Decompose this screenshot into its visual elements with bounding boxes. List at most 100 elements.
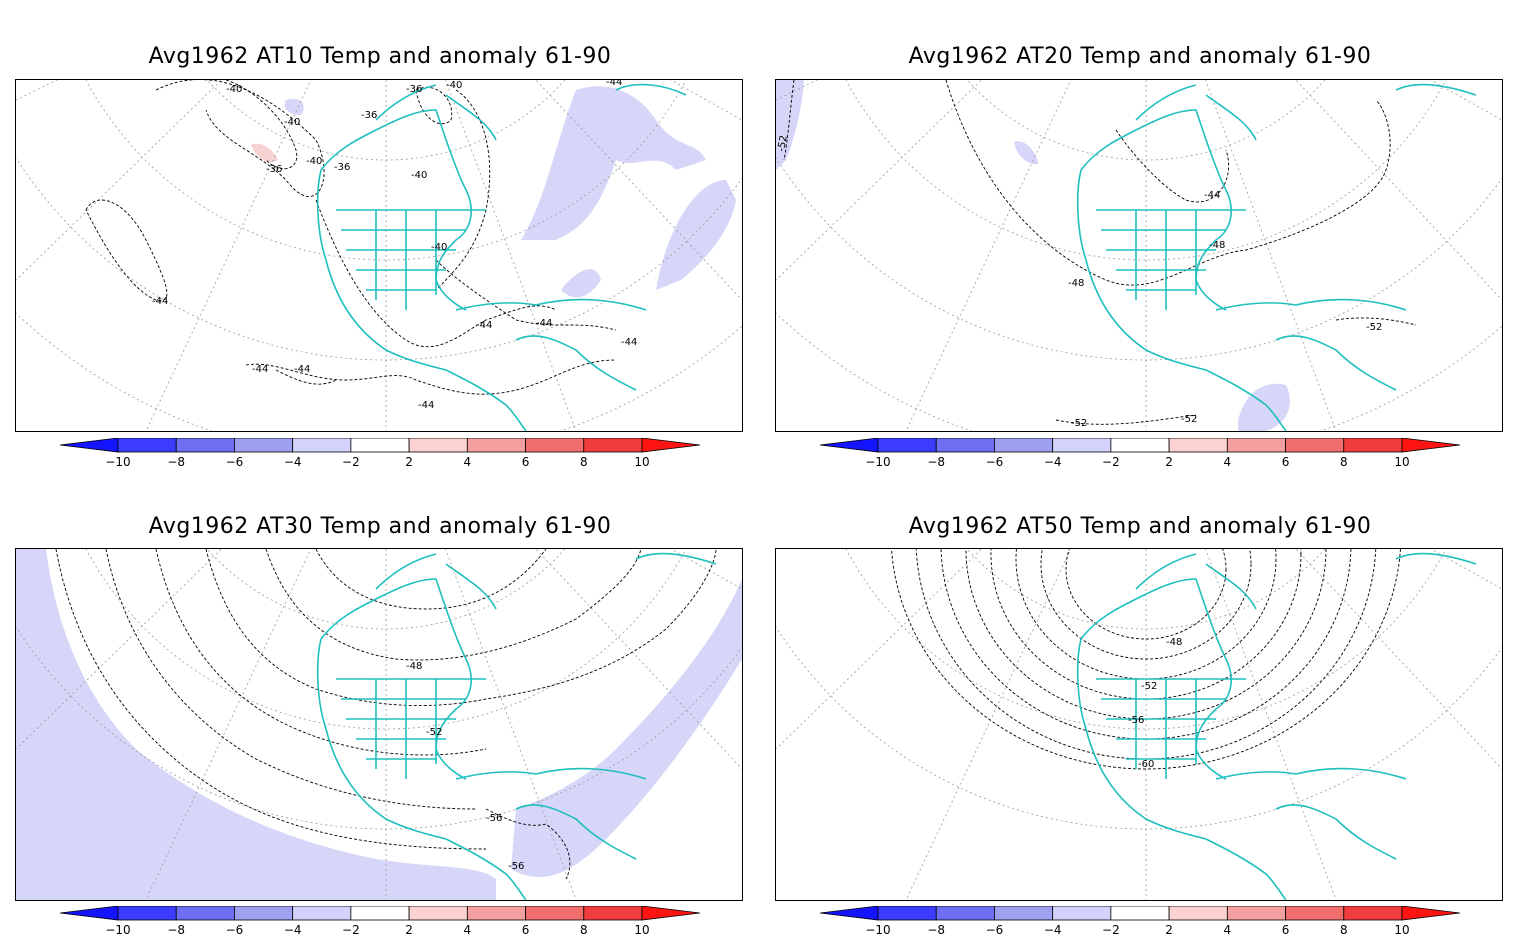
contour-label: -60 [1138, 759, 1154, 770]
contour-label: -52 [1366, 322, 1382, 333]
colorbar-at20: −10 −8 −6 −4 −2 2 4 6 8 10 [820, 438, 1460, 472]
colorbar-tick-label: 8 [1340, 455, 1348, 469]
contour-label: -44 [418, 400, 434, 411]
anomaly-negative-region [776, 80, 804, 170]
colorbar-tick-label: 4 [464, 455, 472, 469]
colorbar-at50: −10 −8 −6 −4 −2 2 4 6 8 10 [820, 906, 1460, 940]
colorbar-tick-label: −6 [226, 455, 244, 469]
colorbar-tick-label: −8 [927, 923, 945, 937]
contour-label: -40 [226, 84, 242, 95]
colorbar-bin [408, 438, 468, 453]
colorbar-tick-label: 6 [1282, 923, 1290, 937]
colorbar-arrow-right [641, 906, 700, 921]
colorbar-bin [175, 438, 235, 453]
colorbar-tick-label: −8 [927, 455, 945, 469]
contour-label: -52 [1181, 414, 1197, 425]
anomaly-negative-region [511, 579, 742, 878]
colorbar-bin [175, 906, 235, 921]
contour-label: -36 [266, 164, 282, 175]
contour-label: -40 [431, 242, 447, 253]
colorbar-tick-label: −2 [342, 923, 360, 937]
colorbar-svg: −10 −8 −6 −4 −2 2 4 6 8 10 [820, 906, 1460, 937]
colorbar-bin [525, 438, 585, 453]
anomaly-negative-region [561, 269, 601, 298]
colorbar-arrow-left [60, 906, 119, 921]
colorbar-tick-label: −4 [1044, 923, 1062, 937]
colorbar-bin [350, 438, 410, 453]
contour-label: -40 [306, 156, 322, 167]
anomaly-positive-region [251, 143, 278, 163]
colorbar-bin [1110, 906, 1170, 921]
contour-label: -44 [152, 296, 168, 307]
colorbar-bin [1052, 438, 1112, 453]
colorbar-bin [1343, 438, 1403, 453]
colorbar-bin [935, 438, 995, 453]
contour-label: -40 [411, 170, 427, 181]
colorbar-bin [583, 906, 643, 921]
contour-label: -56 [1128, 715, 1144, 726]
colorbar-bin [1110, 438, 1170, 453]
colorbar-tick-label: −10 [865, 455, 890, 469]
colorbar-tick-label: 10 [634, 455, 649, 469]
colorbar-svg: −10 −8 −6 −4 −2 2 4 6 8 10 [60, 906, 700, 937]
colorbar-tick-label: 8 [580, 455, 588, 469]
colorbar-bin [466, 438, 526, 453]
colorbar-tick-label: 4 [1224, 455, 1232, 469]
map-at30: -48 -52 -56 -56 [15, 548, 743, 901]
colorbar-tick-label: 6 [1282, 455, 1290, 469]
colorbar-tick-label: 10 [634, 923, 649, 937]
panel-title-at20: Avg1962 AT20 Temp and anomaly 61-90 [908, 44, 1372, 69]
colorbar-tick-label: −4 [1044, 455, 1062, 469]
colorbar-at10: −10 −8 −6 −4 −2 2 4 6 8 10 [60, 438, 700, 472]
colorbar-bin [994, 438, 1054, 453]
map-at20: -52 -44 -48 -48 -52 -52 -52 [775, 79, 1503, 432]
colorbar-bin [117, 906, 177, 921]
contour-label: -52 [776, 135, 790, 153]
colorbar-tick-label: −8 [167, 923, 185, 937]
colorbar-tick-label: −6 [226, 923, 244, 937]
contour-label: -48 [1166, 637, 1182, 648]
colorbar-tick-label: 2 [1165, 923, 1173, 937]
anomaly-negative-region [16, 549, 496, 900]
contour-label: -56 [508, 861, 524, 872]
colorbar-bin [1285, 438, 1345, 453]
colorbar-tick-label: 10 [1394, 923, 1409, 937]
colorbar-tick-label: 2 [405, 923, 413, 937]
panel-title-at10: Avg1962 AT10 Temp and anomaly 61-90 [148, 44, 612, 69]
contour-label: -48 [1068, 278, 1084, 289]
panel-title-at30: Avg1962 AT30 Temp and anomaly 61-90 [148, 514, 612, 539]
colorbar-svg: −10 −8 −6 −4 −2 2 4 6 8 10 [60, 438, 700, 469]
colorbar-tick-label: −4 [284, 455, 302, 469]
colorbar-arrow-right [1401, 906, 1460, 921]
colorbar-bin [877, 438, 937, 453]
contour-label: -36 [406, 84, 422, 95]
colorbar-at30: −10 −8 −6 −4 −2 2 4 6 8 10 [60, 906, 700, 940]
colorbar-arrow-left [60, 438, 119, 453]
colorbar-tick-label: 4 [1224, 923, 1232, 937]
panel-title-at50: Avg1962 AT50 Temp and anomaly 61-90 [908, 514, 1372, 539]
contour-label: -44 [536, 318, 552, 329]
anomaly-negative-region [284, 98, 304, 115]
colorbar-tick-label: 8 [580, 923, 588, 937]
colorbar-tick-label: 4 [464, 923, 472, 937]
contour-label: -44 [252, 364, 268, 375]
colorbar-bin [583, 438, 643, 453]
anomaly-negative-region [656, 180, 736, 290]
map-at10-svg: -40 -36 -40 -36 -40 -36 -40 -36 -40 -40 … [16, 80, 742, 431]
colorbar-tick-label: 10 [1394, 455, 1409, 469]
contour-label: -48 [1209, 240, 1225, 251]
colorbar-tick-label: −2 [342, 455, 360, 469]
map-at30-svg: -48 -52 -56 -56 [16, 549, 742, 900]
contour-label: -44 [1204, 190, 1220, 201]
colorbar-tick-label: −10 [105, 923, 130, 937]
map-at50: -48 -52 -56 -60 [775, 548, 1503, 901]
colorbar-tick-label: 2 [1165, 455, 1173, 469]
colorbar-tick-label: −4 [284, 923, 302, 937]
colorbar-tick-label: 2 [405, 455, 413, 469]
contour-label: -40 [446, 80, 462, 91]
contour-label: -44 [476, 320, 492, 331]
colorbar-bin [1168, 438, 1228, 453]
contour-label: -44 [621, 337, 637, 348]
colorbar-tick-label: −10 [105, 455, 130, 469]
colorbar-bin [1343, 906, 1403, 921]
